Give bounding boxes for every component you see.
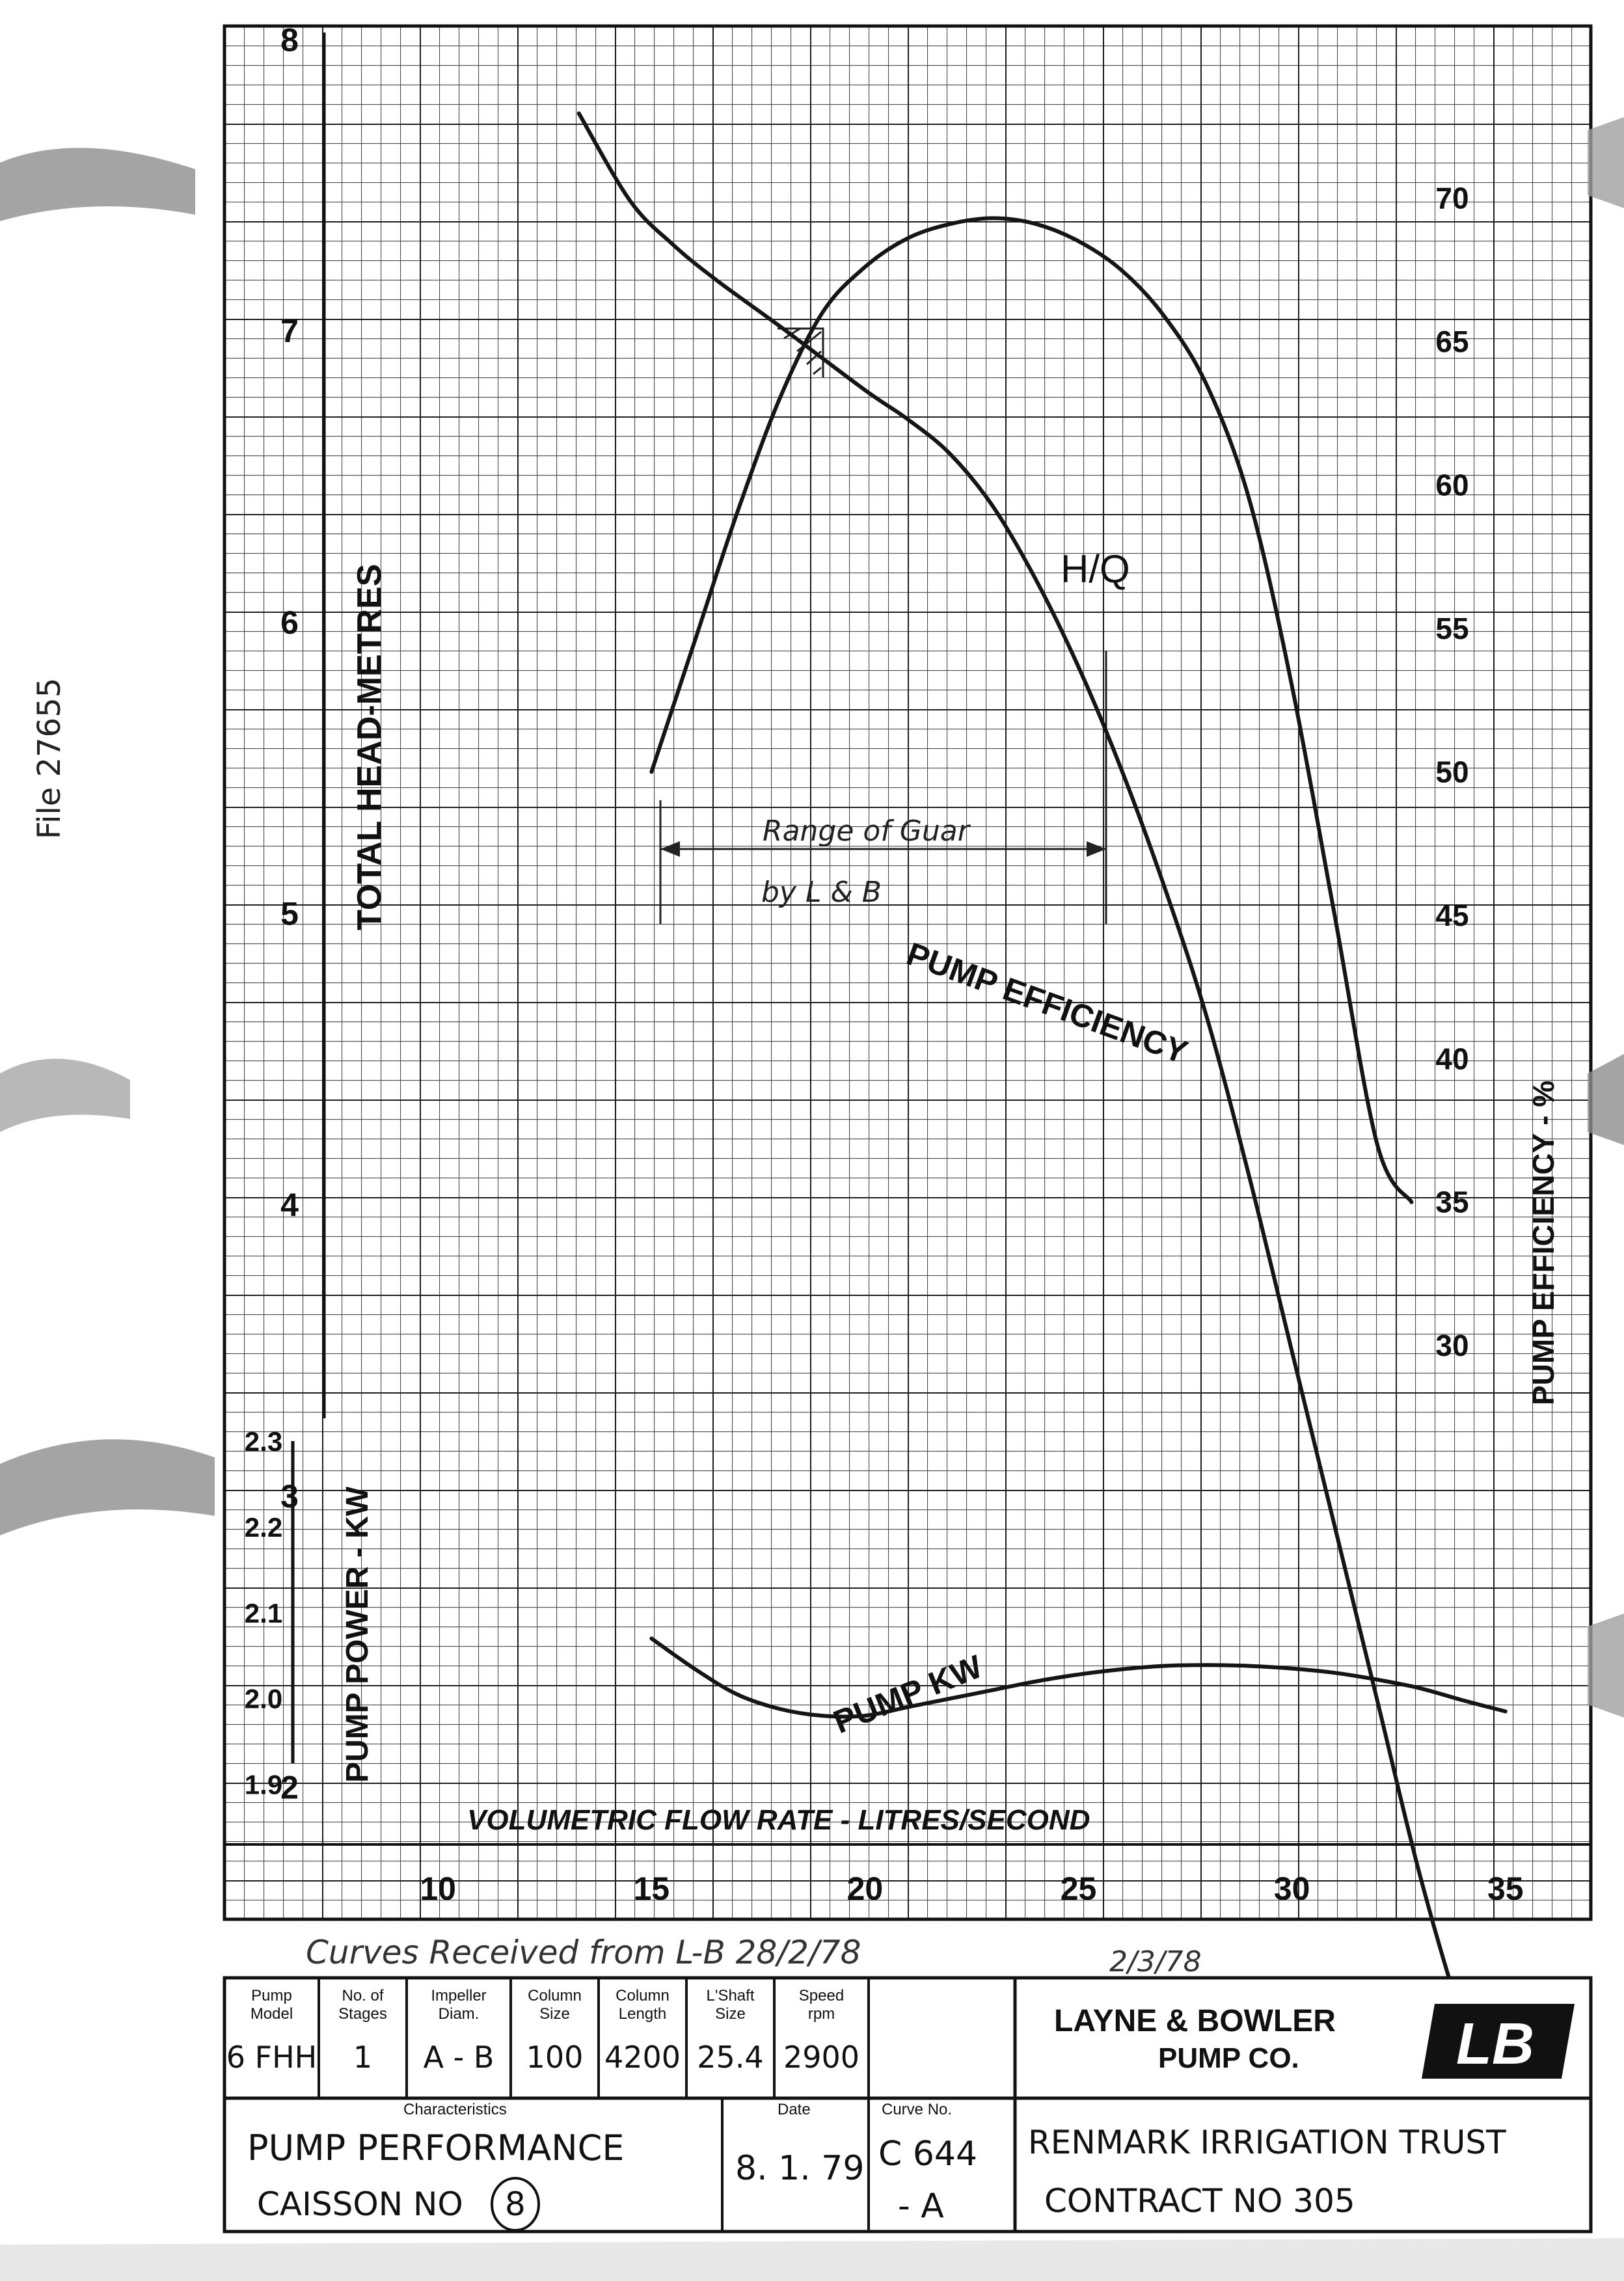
lb-logo: LB <box>1422 2004 1575 2079</box>
efficiency-tick-35: 35 <box>1435 1185 1468 1219</box>
client-name: RENMARK IRRIGATION TRUST <box>1028 2124 1506 2161</box>
head-tick-3: 3 <box>280 1478 299 1515</box>
head-tick-7: 7 <box>280 313 299 349</box>
contract-number: CONTRACT NO 305 <box>1044 2182 1355 2220</box>
field-header-0: Model <box>250 2005 293 2023</box>
efficiency-axis-ticks: 30 35 40 45 50 55 60 65 70 <box>1435 182 1468 1363</box>
company-suffix: PUMP CO. <box>1158 2042 1299 2074</box>
curve-number: C 644 <box>878 2135 977 2174</box>
date-value: 8. 1. 79 <box>735 2149 864 2188</box>
x-axis-title: VOLUMETRIC FLOW RATE - LITRES/SECOND <box>467 1804 1090 1836</box>
field-header-5: Size <box>715 2005 746 2023</box>
head-tick-6: 6 <box>280 604 299 641</box>
x-tick-15: 15 <box>633 1870 670 1907</box>
x-axis-ticks: 10 15 20 25 30 35 <box>420 1870 1523 1907</box>
received-note: Curves Received from L-B 28/2/78 <box>306 1934 861 1971</box>
power-tick-2.3: 2.3 <box>245 1426 282 1457</box>
field-value-1: 1 <box>353 2040 372 2075</box>
caisson-number-circle <box>491 2177 540 2232</box>
guarantee-label-1: Range of Guar <box>763 815 971 848</box>
curve-suffix: - A <box>898 2187 944 2226</box>
field-header-1: No. of <box>342 1987 383 2004</box>
efficiency-axis-title: PUMP EFFICIENCY - % <box>1526 1081 1560 1405</box>
date-header: Date <box>778 2101 811 2118</box>
field-header-4: Column <box>616 1987 670 2004</box>
guarantee-label-2: by L & B <box>761 876 882 909</box>
x-tick-10: 10 <box>420 1870 456 1907</box>
field-cell-6 <box>773 1977 870 2099</box>
field-header-3: Column <box>528 1987 582 2004</box>
received-note-2: 2/3/78 <box>1109 1945 1202 1978</box>
scan-noise <box>0 117 1624 2281</box>
field-header-6: Speed <box>799 1987 844 2004</box>
head-tick-2: 2 <box>280 1770 299 1806</box>
efficiency-tick-45: 45 <box>1435 898 1468 932</box>
file-number: File 27655 <box>31 678 68 839</box>
series-h-q <box>576 111 1499 2111</box>
field-value-6: 2900 <box>783 2040 859 2075</box>
characteristics-line-1: PUMP PERFORMANCE <box>247 2127 624 2168</box>
x-tick-25: 25 <box>1061 1870 1097 1907</box>
field-header-3: Size <box>539 2005 570 2023</box>
efficiency-tick-65: 65 <box>1435 325 1468 358</box>
x-tick-35: 35 <box>1487 1870 1524 1907</box>
x-tick-20: 20 <box>847 1870 884 1907</box>
head-tick-5: 5 <box>280 895 299 932</box>
power-tick-1.9: 1.9 <box>245 1770 282 1800</box>
field-value-0: 6 FHH <box>226 2040 318 2075</box>
power-tick-2.1: 2.1 <box>245 1598 282 1628</box>
head-tick-8: 8 <box>280 21 299 58</box>
characteristics-header: Characteristics <box>403 2101 507 2118</box>
field-header-6: rpm <box>808 2005 835 2023</box>
field-header-1: Stages <box>338 2005 387 2023</box>
series-pump-kw <box>649 1636 1508 1719</box>
field-header-2: Diam. <box>439 2005 480 2023</box>
efficiency-tick-50: 50 <box>1435 755 1468 789</box>
svg-text:LB: LB <box>1456 2012 1534 2077</box>
series-pump-efficiency <box>649 216 1414 1204</box>
efficiency-tick-55: 55 <box>1435 612 1468 645</box>
field-value-2: A - B <box>424 2040 494 2075</box>
x-tick-30: 30 <box>1274 1870 1310 1907</box>
head-axis-ticks: 2 3 4 5 6 7 8 <box>280 21 299 1805</box>
efficiency-tick-30: 30 <box>1435 1329 1468 1362</box>
head-tick-4: 4 <box>280 1187 299 1223</box>
guarantee-range: Range of Guar by L & B <box>659 651 1107 924</box>
grid-area <box>223 24 1593 1921</box>
power-tick-2.2: 2.2 <box>245 1512 282 1543</box>
field-header-2: Impeller <box>431 1987 486 2004</box>
company-name: LAYNE & BOWLER <box>1054 2004 1336 2038</box>
head-axis-title: TOTAL HEAD-METRES <box>351 564 388 930</box>
hq-curve-label: H/Q <box>1061 547 1130 591</box>
curve-header: Curve No. <box>882 2101 952 2118</box>
power-axis-title: PUMP POWER - KW <box>340 1486 375 1783</box>
power-axis-ticks: 1.9 2.0 2.1 2.2 2.3 <box>245 1426 282 1800</box>
power-tick-2.0: 2.0 <box>245 1684 282 1714</box>
field-header-4: Length <box>619 2005 666 2023</box>
efficiency-tick-60: 60 <box>1435 468 1468 502</box>
curves <box>576 111 1508 2111</box>
field-header-5: L'Shaft <box>707 1987 755 2004</box>
characteristics-line-2: CAISSON NO <box>257 2185 463 2223</box>
caisson-number: 8 <box>505 2185 526 2223</box>
efficiency-tick-40: 40 <box>1435 1042 1468 1075</box>
field-value-4: 4200 <box>604 2040 681 2075</box>
field-header-0: Pump <box>251 1987 292 2004</box>
field-value-5: 25.4 <box>697 2040 763 2075</box>
field-value-3: 100 <box>526 2040 584 2075</box>
efficiency-tick-70: 70 <box>1435 182 1468 215</box>
